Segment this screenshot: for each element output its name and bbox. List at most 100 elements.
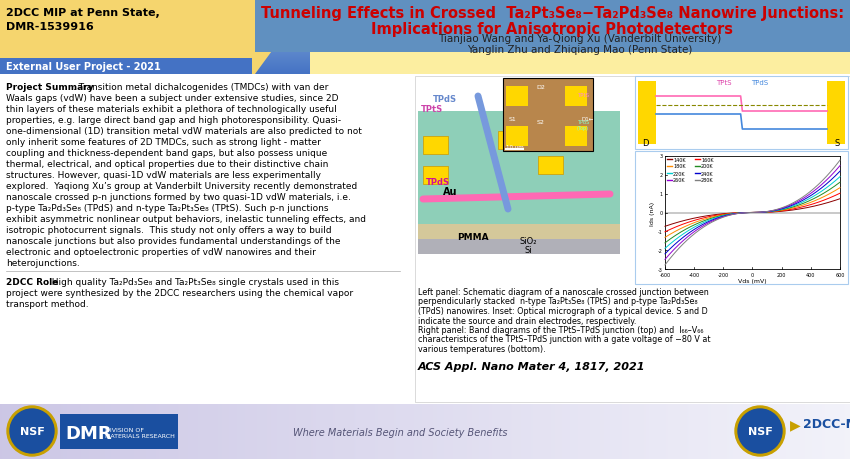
Text: 200: 200	[777, 272, 786, 277]
Text: -2: -2	[658, 248, 663, 253]
Text: 0: 0	[660, 211, 663, 216]
Text: 3: 3	[660, 154, 663, 159]
Bar	[418, 240, 620, 254]
Text: Tianjiao Wang and Ya-Qiong Xu (Vanderbilt University): Tianjiao Wang and Ya-Qiong Xu (Vanderbil…	[439, 34, 722, 44]
Text: Vds (mV): Vds (mV)	[738, 279, 767, 283]
Bar	[60, 414, 178, 449]
Text: (TPdS) nanowires. Inset: Optical micrograph of a typical device. S and D: (TPdS) nanowires. Inset: Optical microgr…	[418, 306, 708, 315]
Text: TPdS: TPdS	[426, 178, 450, 187]
Text: project were synthesized by the 2DCC researchers using the chemical vapor: project were synthesized by the 2DCC res…	[6, 288, 353, 297]
Text: Ids (nA): Ids (nA)	[650, 201, 655, 225]
Text: 220K: 220K	[673, 171, 686, 176]
Text: 260K: 260K	[673, 178, 686, 183]
Text: 2DCC Role: 2DCC Role	[6, 277, 59, 286]
Text: properties, e.g. large direct band gap and high photoresponsibility. Quasi-: properties, e.g. large direct band gap a…	[6, 116, 341, 125]
Text: TPdS: TPdS	[751, 80, 768, 86]
Text: nanoscale junctions but also provides fundamental understandings of the: nanoscale junctions but also provides fu…	[6, 236, 341, 246]
Text: Si: Si	[524, 246, 532, 255]
Text: Project Summary: Project Summary	[6, 83, 94, 92]
Text: 140K: 140K	[673, 157, 686, 162]
Text: structures. However, quasi-1D vdW materials are less experimentally: structures. However, quasi-1D vdW materi…	[6, 171, 321, 179]
Text: 400: 400	[806, 272, 815, 277]
Bar	[503, 79, 593, 151]
Text: -200: -200	[717, 272, 729, 277]
Circle shape	[735, 406, 785, 456]
Text: 2DCC MIP at Penn State,: 2DCC MIP at Penn State,	[6, 8, 160, 18]
Text: D: D	[642, 139, 649, 148]
Text: Au: Au	[443, 187, 457, 196]
Text: D2: D2	[536, 85, 546, 90]
Text: TPdS
(Top): TPdS (Top)	[577, 120, 589, 131]
Bar	[565, 87, 587, 107]
Bar	[0, 75, 850, 404]
Text: S1: S1	[509, 117, 517, 122]
Bar	[506, 87, 528, 107]
Text: Waals gaps (vdW) have been a subject under extensive studies, since 2D: Waals gaps (vdW) have been a subject und…	[6, 94, 338, 103]
Bar	[415, 77, 850, 402]
Bar	[310, 53, 850, 75]
Text: SiO₂: SiO₂	[519, 237, 536, 246]
Bar	[638, 82, 656, 145]
Text: NSF: NSF	[748, 426, 773, 436]
Text: -400: -400	[688, 272, 700, 277]
Text: 200K: 200K	[701, 164, 714, 169]
Text: -3: -3	[658, 267, 663, 272]
Text: TPtS: TPtS	[421, 105, 443, 114]
Circle shape	[738, 409, 782, 453]
Text: 1: 1	[660, 192, 663, 197]
FancyBboxPatch shape	[418, 112, 620, 230]
Circle shape	[10, 409, 54, 453]
Text: heterojunctions.: heterojunctions.	[6, 258, 80, 268]
Text: PMMA: PMMA	[457, 233, 489, 242]
Text: DMR: DMR	[65, 424, 111, 442]
Text: 160K: 160K	[701, 157, 714, 162]
Text: TPtS: TPtS	[577, 93, 589, 98]
Text: TPtS: TPtS	[716, 80, 731, 86]
Text: DIVISION OF: DIVISION OF	[105, 427, 144, 432]
Text: thermal, electrical, and optical properties due to their distinctive chain: thermal, electrical, and optical propert…	[6, 160, 328, 168]
Text: indicate the source and drain electrodes, respectively.: indicate the source and drain electrodes…	[418, 316, 637, 325]
Bar	[635, 77, 848, 150]
Text: only inherit some features of 2D TMDCs, such as strong light ‐ matter: only inherit some features of 2D TMDCs, …	[6, 138, 320, 147]
Bar	[423, 167, 448, 185]
Text: 180K: 180K	[673, 164, 686, 169]
Bar	[423, 137, 448, 155]
Text: 0: 0	[751, 272, 754, 277]
Text: 240K: 240K	[701, 171, 714, 176]
Text: S: S	[835, 139, 840, 148]
Text: ACS Appl. Nano Mater 4, 1817, 2021: ACS Appl. Nano Mater 4, 1817, 2021	[418, 362, 645, 372]
Text: characteristics of the TPtS–TPdS junction with a gate voltage of −80 V at: characteristics of the TPtS–TPdS junctio…	[418, 335, 711, 344]
Text: DMR-1539916: DMR-1539916	[6, 22, 94, 32]
Text: exhibit asymmetric nonlinear output behaviors, inelastic tunneling effects, and: exhibit asymmetric nonlinear output beha…	[6, 214, 366, 224]
Text: 600: 600	[836, 272, 845, 277]
Text: Yanglin Zhu and Zhiqiang Mao (Penn State): Yanglin Zhu and Zhiqiang Mao (Penn State…	[468, 45, 693, 55]
Bar	[827, 82, 845, 145]
Text: isotropic photocurrent signals.  This study not only offers a way to build: isotropic photocurrent signals. This stu…	[6, 225, 332, 235]
Bar	[565, 127, 587, 147]
Bar	[506, 127, 528, 147]
Bar	[0, 59, 252, 75]
Text: p-type Ta₂Pd₃Se₈ (TPdS) and n-type Ta₂Pt₃Se₈ (TPtS). Such p-n junctions: p-type Ta₂Pd₃Se₈ (TPdS) and n-type Ta₂Pt…	[6, 203, 328, 213]
Text: thin layers of these materials exhibit a plethora of technologically useful: thin layers of these materials exhibit a…	[6, 105, 337, 114]
Text: Left panel: Schematic diagram of a nanoscale crossed junction between: Left panel: Schematic diagram of a nanos…	[418, 287, 709, 297]
Text: one-dimensional (1D) transition metal vdW materials are also predicted to not: one-dimensional (1D) transition metal vd…	[6, 127, 362, 136]
Text: 280K: 280K	[701, 178, 714, 183]
Text: TPdS: TPdS	[433, 95, 457, 104]
Bar	[255, 0, 850, 53]
Text: NSF: NSF	[20, 426, 44, 436]
Text: MATERIALS RESEARCH: MATERIALS RESEARCH	[105, 433, 175, 438]
Text: coupling and thickness-dependent band gaps, but also possess unique: coupling and thickness-dependent band ga…	[6, 149, 327, 157]
Text: External User Project - 2021: External User Project - 2021	[6, 62, 161, 72]
Text: D1←: D1←	[581, 117, 594, 122]
Bar	[635, 151, 848, 285]
Text: Implications for Anisotropic Photodetectors: Implications for Anisotropic Photodetect…	[371, 22, 734, 37]
Text: Where Materials Begin and Society Benefits: Where Materials Begin and Society Benefi…	[292, 427, 507, 437]
Text: -1: -1	[658, 230, 663, 235]
Text: 2DCC-MIP: 2DCC-MIP	[803, 418, 850, 431]
Text: S2: S2	[537, 120, 545, 125]
Text: Right panel: Band diagrams of the TPtS–TPdS junction (top) and  I₆₆–V₆₆: Right panel: Band diagrams of the TPtS–T…	[418, 325, 704, 334]
Text: explored.  Yaqiong Xu’s group at Vanderbilt University recently demonstrated: explored. Yaqiong Xu’s group at Vanderbi…	[6, 182, 357, 190]
Bar	[498, 132, 523, 150]
Text: : Transition metal dichalcogenides (TMDCs) with van der: : Transition metal dichalcogenides (TMDC…	[73, 83, 329, 92]
Text: electronic and optoelectronic properties of vdW nanowires and their: electronic and optoelectronic properties…	[6, 247, 316, 257]
